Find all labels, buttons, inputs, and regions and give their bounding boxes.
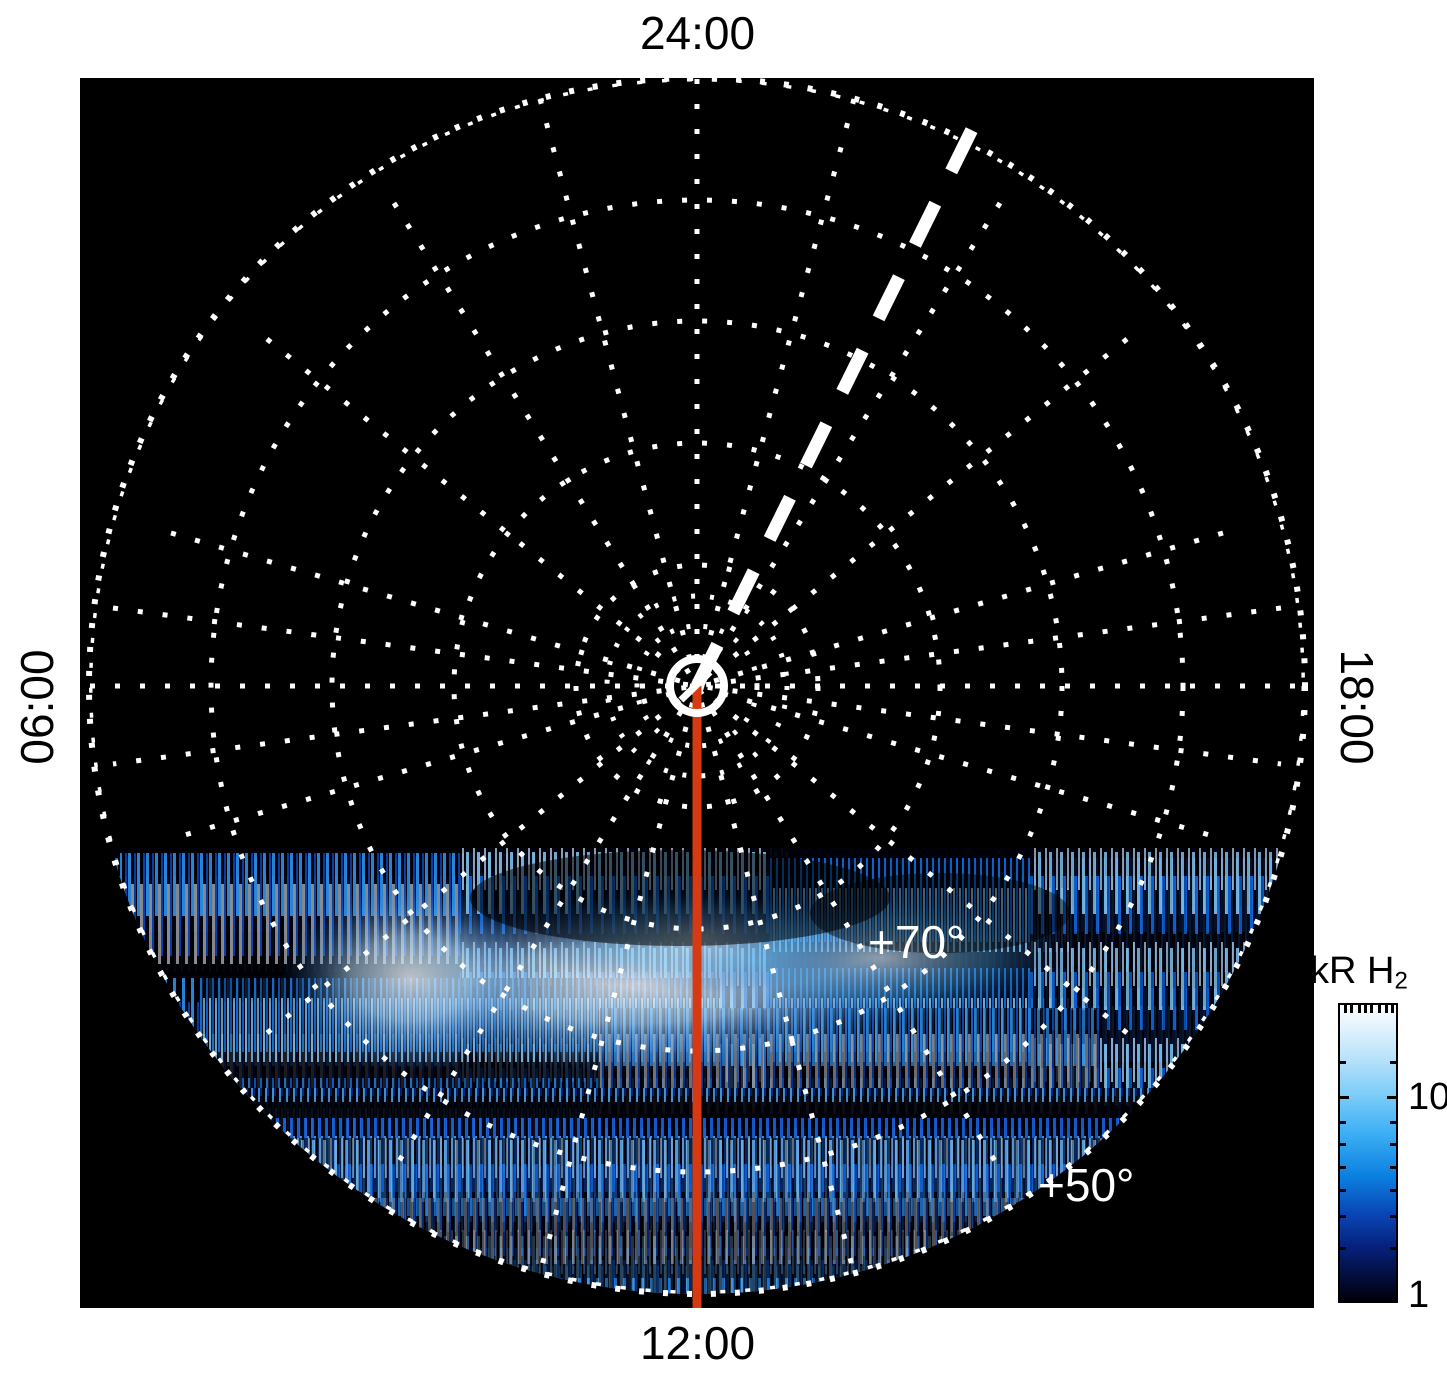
latitude-annotation-70: +70° xyxy=(868,916,964,968)
latitude-annotation-50: +50° xyxy=(1038,1159,1134,1211)
colorbar xyxy=(1338,1003,1398,1303)
colorbar-title: kR H2 xyxy=(1310,950,1408,995)
outer-rim xyxy=(86,78,1308,1297)
colorbar-title-text: kR H xyxy=(1310,950,1395,992)
colorbar-ticks xyxy=(1338,1003,1398,1303)
colorbar-tick-label-10: 10 xyxy=(1408,1076,1447,1118)
colorbar-gradient xyxy=(1338,1003,1398,1303)
dashed-reference-meridian xyxy=(691,100,991,689)
local-time-label-right: 18:00 xyxy=(1331,649,1383,765)
polar-plot-panel: +70° +50° xyxy=(80,78,1314,1308)
pole-marker-icon xyxy=(666,655,728,717)
local-time-label-top: 24:00 xyxy=(639,7,756,59)
local-time-label-left: 06:00 xyxy=(11,649,63,765)
latitude-circle-50 xyxy=(208,197,1186,1175)
pole-tick-icon xyxy=(678,669,713,703)
local-time-label-bottom: 12:00 xyxy=(639,1317,756,1369)
colorbar-title-subscript: 2 xyxy=(1394,967,1408,995)
polar-plot-svg: +70° +50° xyxy=(80,78,1314,1308)
latitude-circle-60 xyxy=(329,318,1065,1054)
colorbar-tick-label-1: 1 xyxy=(1408,1274,1430,1316)
